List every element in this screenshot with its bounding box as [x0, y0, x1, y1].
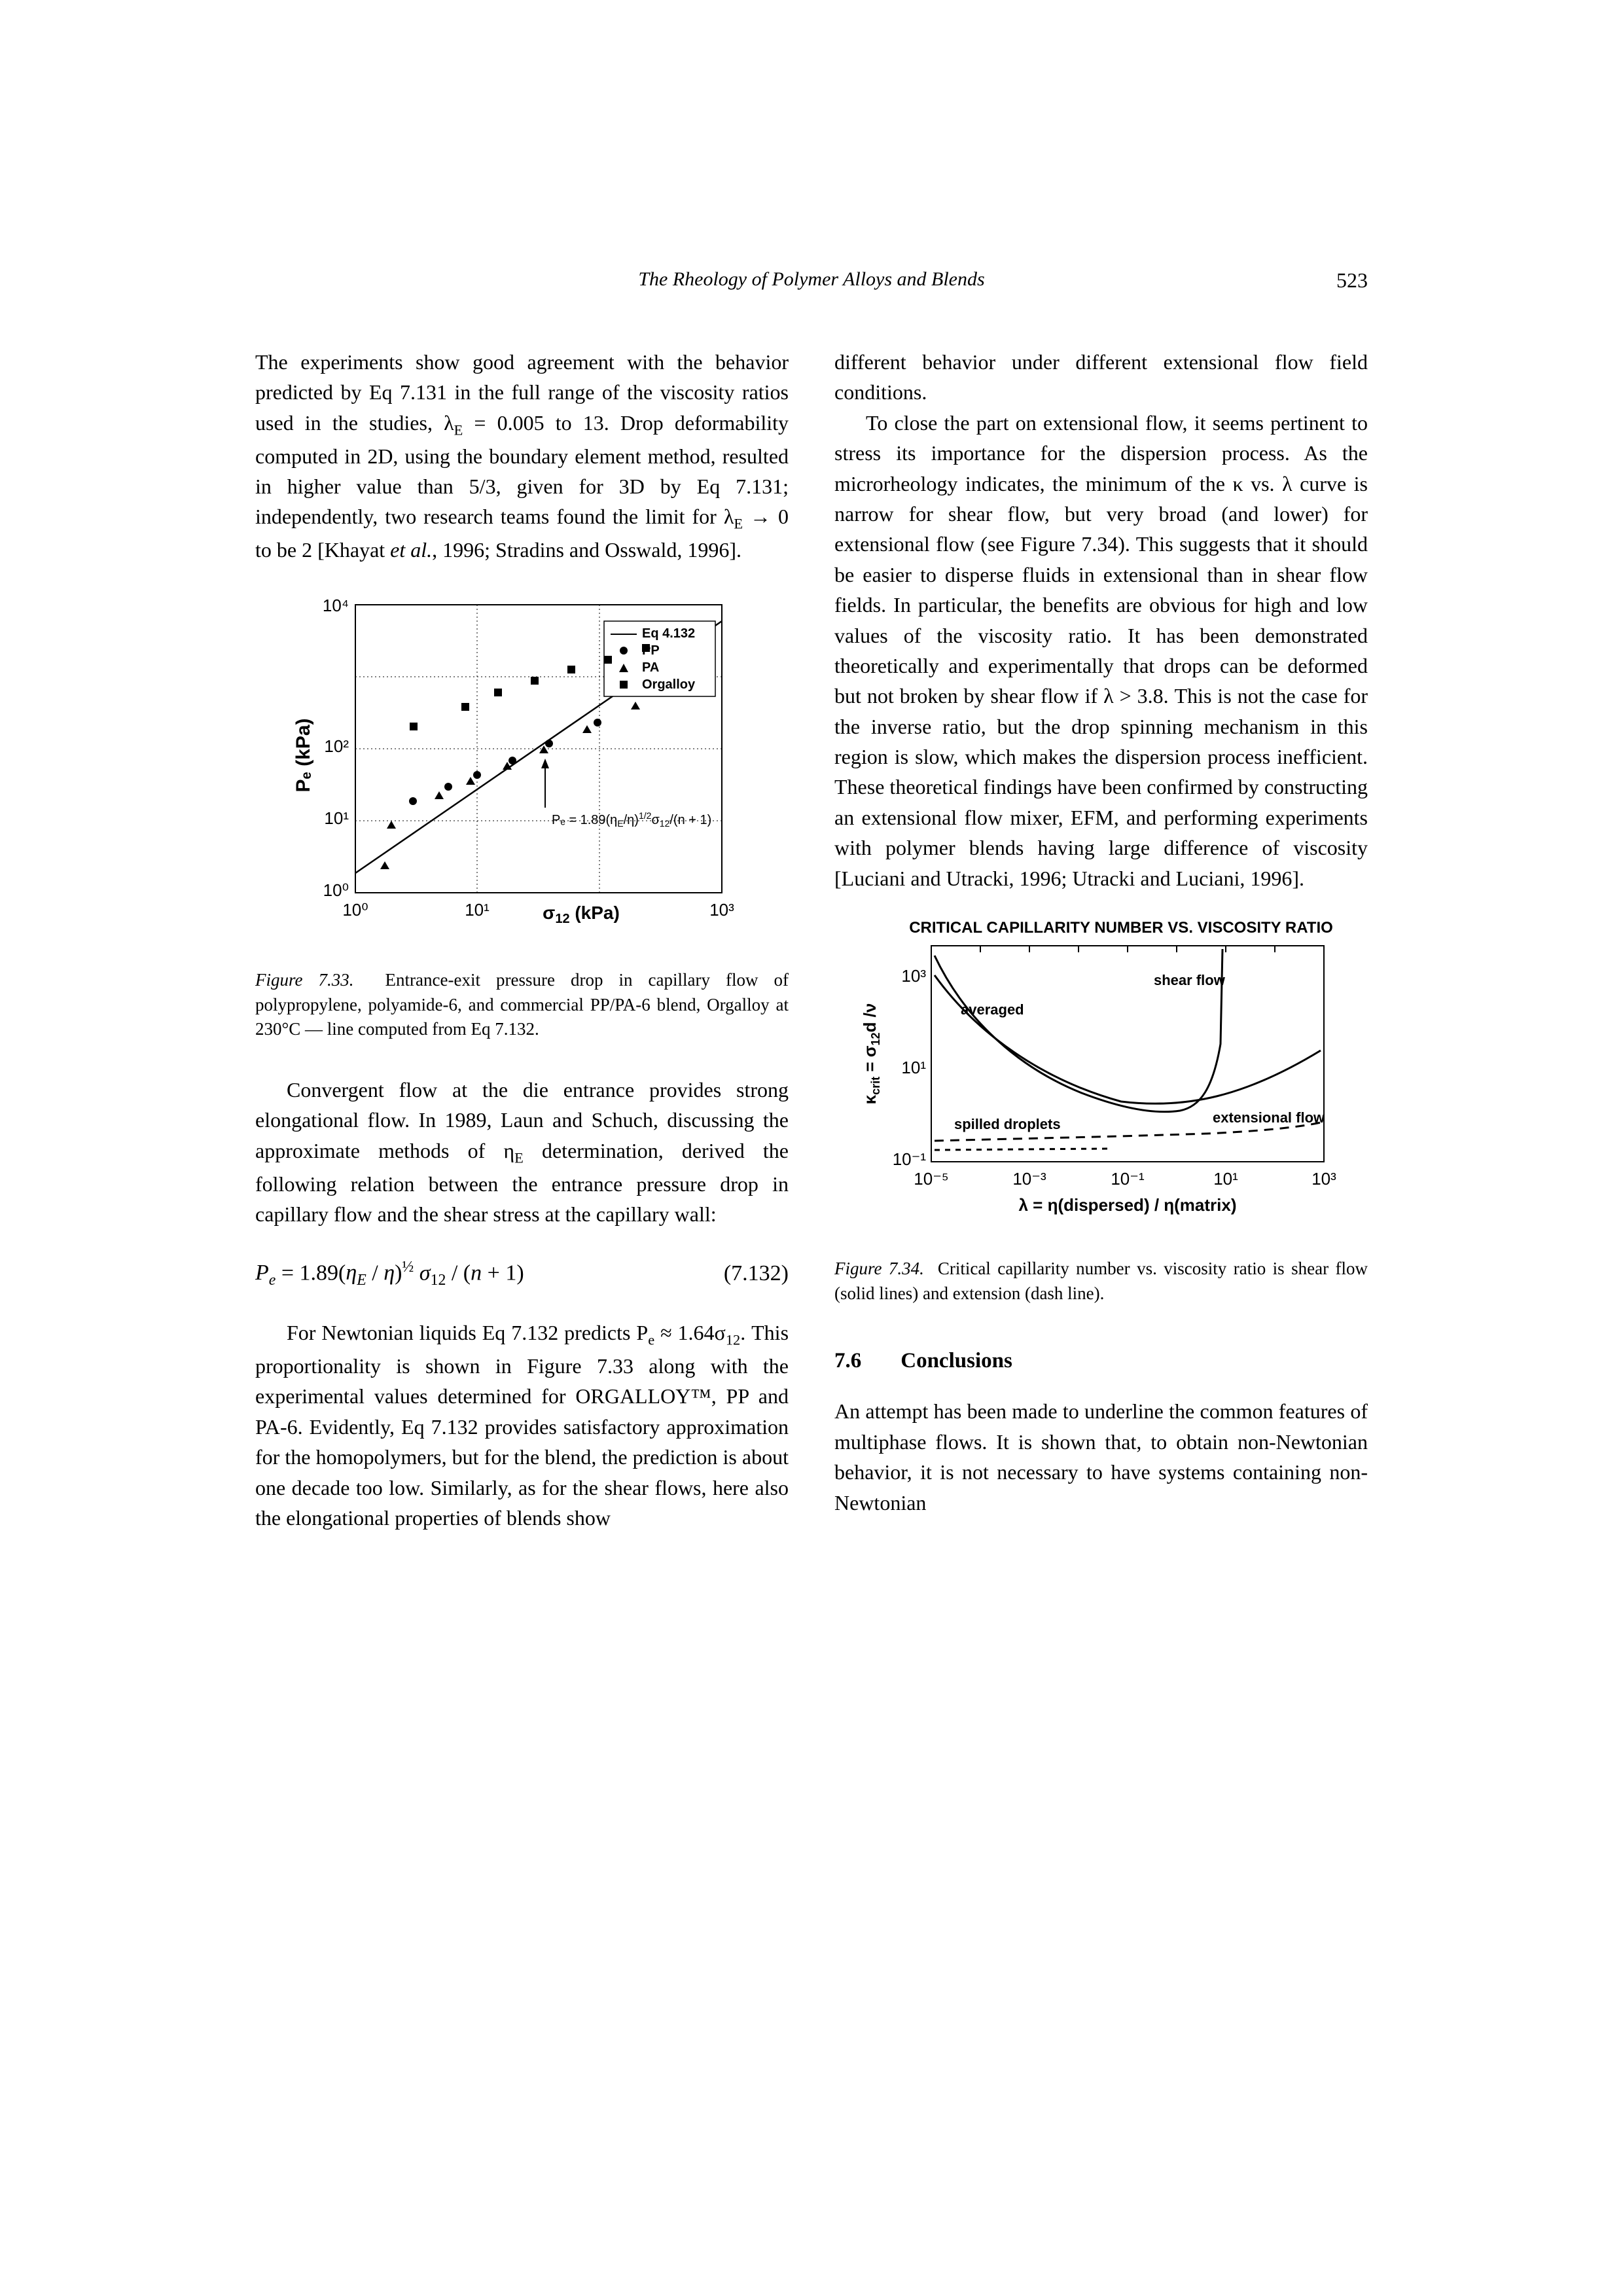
section-number: 7.6 — [834, 1346, 861, 1377]
section-title: Conclusions — [901, 1346, 1012, 1377]
svg-text:λ = η(dispersed) / η(matrix): λ = η(dispersed) / η(matrix) — [1018, 1195, 1236, 1215]
svg-text:extensional flow: extensional flow — [1213, 1109, 1325, 1126]
right-p3: An attempt has been made to underline th… — [834, 1396, 1368, 1518]
svg-text:10¹: 10¹ — [1213, 1169, 1238, 1189]
svg-text:10³: 10³ — [901, 966, 926, 986]
figure-7-34-chart: CRITICAL CAPILLARITY NUMBER VS. VISCOSIT… — [846, 913, 1357, 1240]
left-p1: The experiments show good agreement with… — [255, 347, 789, 565]
svg-text:10⁻⁵: 10⁻⁵ — [914, 1169, 948, 1189]
figure-7-33-chart: 10⁰ 10¹ 10² 10⁴ 10⁰ 10¹ 10³ Pₑ (kPa) σ12… — [283, 585, 761, 952]
svg-text:PA: PA — [642, 660, 659, 675]
svg-text:CRITICAL CAPILLARITY NUMBER VS: CRITICAL CAPILLARITY NUMBER VS. VISCOSIT… — [909, 919, 1333, 937]
figure-7-33-caption: Figure 7.33. Entrance-exit pressure drop… — [255, 968, 789, 1042]
svg-text:Orgalloy: Orgalloy — [642, 677, 696, 692]
left-p2: Convergent flow at the die entrance prov… — [255, 1075, 789, 1229]
svg-text:Pₑ = 1.89(ηE/η)1/2σ12/(n + 1): Pₑ = 1.89(ηE/η)1/2σ12/(n + 1) — [552, 810, 711, 829]
equation-7-132: Pe = 1.89(ηE / η)½ σ12 / (n + 1) (7.132) — [255, 1256, 789, 1292]
svg-text:10¹: 10¹ — [465, 900, 490, 920]
right-p1: different behavior under different exten… — [834, 347, 1368, 408]
svg-text:10¹: 10¹ — [901, 1058, 926, 1077]
running-title: The Rheology of Polymer Alloys and Blend… — [0, 268, 1623, 291]
equation-body: Pe = 1.89(ηE / η)½ σ12 / (n + 1) — [255, 1256, 524, 1292]
svg-text:10¹: 10¹ — [324, 808, 349, 828]
equation-number: (7.132) — [724, 1257, 789, 1289]
svg-text:10⁰: 10⁰ — [323, 880, 348, 900]
figure-7-34-caption: Figure 7.34. Critical capillarity number… — [834, 1257, 1368, 1306]
svg-text:10⁰: 10⁰ — [342, 900, 368, 920]
svg-text:Eq 4.132: Eq 4.132 — [642, 626, 695, 641]
left-p3: For Newtonian liquids Eq 7.132 predicts … — [255, 1318, 789, 1533]
svg-text:10³: 10³ — [1311, 1169, 1336, 1189]
svg-text:averaged: averaged — [961, 1001, 1024, 1018]
svg-text:10⁻¹: 10⁻¹ — [892, 1149, 926, 1169]
svg-text:10⁻¹: 10⁻¹ — [1111, 1169, 1145, 1189]
two-column-layout: The experiments show good agreement with… — [255, 347, 1368, 1533]
svg-text:σ12 (kPa): σ12 (kPa) — [543, 903, 620, 926]
right-column: different behavior under different exten… — [834, 347, 1368, 1533]
svg-text:shear flow: shear flow — [1154, 972, 1226, 988]
svg-text:10⁴: 10⁴ — [322, 596, 348, 615]
section-7-6-heading: 7.6 Conclusions — [834, 1346, 1368, 1377]
svg-text:10³: 10³ — [709, 900, 734, 920]
page: The Rheology of Polymer Alloys and Blend… — [0, 0, 1623, 1664]
svg-text:Pₑ (kPa): Pₑ (kPa) — [293, 718, 314, 792]
left-column: The experiments show good agreement with… — [255, 347, 789, 1533]
svg-text:10²: 10² — [324, 736, 349, 756]
svg-text:spilled droplets: spilled droplets — [954, 1116, 1061, 1132]
svg-text:10⁻³: 10⁻³ — [1012, 1169, 1046, 1189]
right-p2: To close the part on extensional flow, i… — [834, 408, 1368, 893]
page-number: 523 — [1336, 268, 1368, 293]
